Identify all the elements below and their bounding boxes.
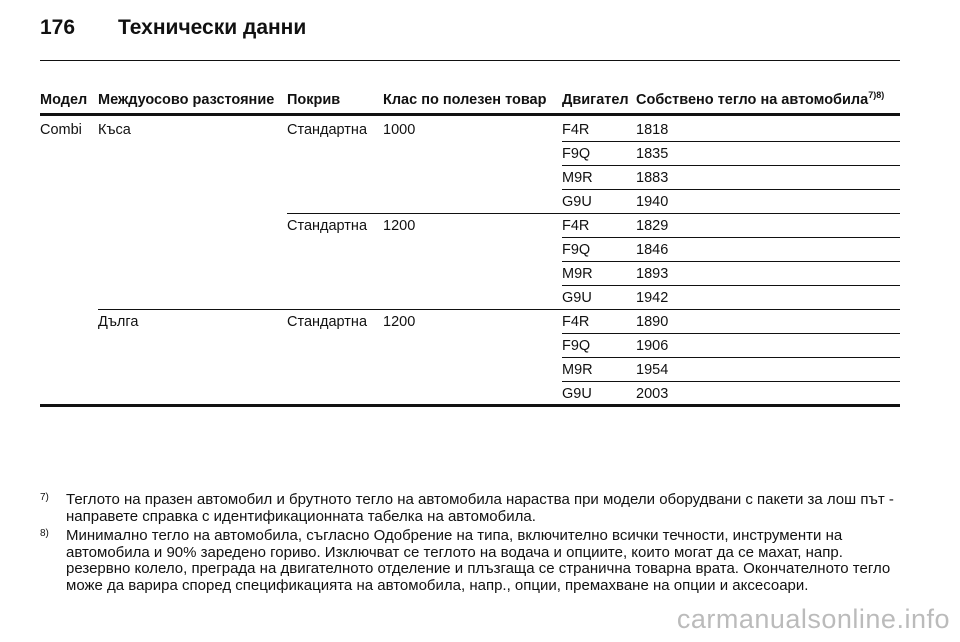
table-cell: 1200: [383, 218, 416, 234]
table-cell: Къса: [98, 122, 131, 138]
table-cell: 1940: [636, 194, 669, 210]
header-rule: [40, 60, 900, 61]
table-cell: G9U: [562, 290, 592, 306]
table-header: Модел Междуосово разстояние Покрив Клас по …: [0, 60, 960, 108]
table-cell: Combi: [40, 122, 82, 138]
table-cell: 2003: [636, 386, 669, 402]
footnote-marker: 7): [40, 492, 49, 503]
table-cell: G9U: [562, 194, 592, 210]
table-cell: 1893: [636, 266, 669, 282]
table-cell: G9U: [562, 386, 592, 402]
table-cell: 1829: [636, 218, 669, 234]
table-cell: M9R: [562, 170, 593, 186]
table-cell: 1890: [636, 314, 669, 330]
table-cell: 1818: [636, 122, 669, 138]
footnote-text: Теглото на празен автомобил и брутното т…: [66, 491, 894, 525]
column-header: Междуосово разстояние: [98, 92, 287, 108]
column-header-text: Модел: [40, 92, 88, 108]
footnote-ref: 7)8): [868, 90, 885, 101]
column-header-text: Клас по полезен товар: [383, 92, 547, 108]
table-cell: 1942: [636, 290, 669, 306]
row-rule: [562, 141, 900, 142]
column-header-text: Покрив: [287, 92, 341, 108]
row-rule: [287, 213, 900, 214]
table-bottom-rule: [40, 404, 900, 407]
column-header-text: Междуосово разстояние: [98, 92, 275, 108]
table-cell: 1883: [636, 170, 669, 186]
table-cell: Стандартна: [287, 122, 368, 138]
row-rule: [562, 165, 900, 166]
column-header-text: Собствено тегло на автомобила: [636, 92, 869, 108]
table-cell: F4R: [562, 122, 590, 138]
table-cell: Стандартна: [287, 314, 368, 330]
page-number: 176: [40, 16, 76, 39]
watermark: carmanualsonline.info: [676, 604, 950, 634]
table-cell: F4R: [562, 218, 590, 234]
column-header: Покрив: [287, 92, 383, 108]
table-cell: 1000: [383, 122, 416, 138]
column-header: Модел: [40, 92, 98, 108]
table-cell: M9R: [562, 362, 593, 378]
table-cell: 1954: [636, 362, 669, 378]
row-rule: [562, 261, 900, 262]
row-rule: [562, 381, 900, 382]
table-cell: 1835: [636, 146, 669, 162]
table-cell: F4R: [562, 314, 590, 330]
header-bottom-rule: [40, 113, 900, 116]
table-cell: 1846: [636, 242, 669, 258]
row-rule: [562, 189, 900, 190]
table-cell: F9Q: [562, 338, 591, 354]
column-header: Собствено тегло на автомобила7)8): [636, 87, 900, 108]
table-cell: F9Q: [562, 242, 591, 258]
table-cell: F9Q: [562, 146, 591, 162]
table-cell: Стандартна: [287, 218, 368, 234]
table-cell: 1906: [636, 338, 669, 354]
table-body: Combi Къса Стандартна 1000 F4R 1818 F9Q 1835 M9R…: [40, 113, 900, 407]
page-title: Технически данни: [118, 16, 307, 39]
row-rule: [562, 333, 900, 334]
row-rule: [562, 237, 900, 238]
table-cell: Дълга: [98, 314, 139, 330]
row-rule: [98, 309, 900, 310]
footnote-text: Минимално тегло на автомобила, съгласно …: [66, 527, 891, 594]
row-rule: [562, 285, 900, 286]
column-header-text: Двигател: [562, 92, 629, 108]
row-rule: [562, 357, 900, 358]
table-cell: 1200: [383, 314, 416, 330]
table-cell: M9R: [562, 266, 593, 282]
column-header: Клас по полезен товар: [383, 92, 562, 108]
footnote-marker: 8): [40, 528, 49, 539]
column-header: Двигател: [562, 92, 636, 108]
